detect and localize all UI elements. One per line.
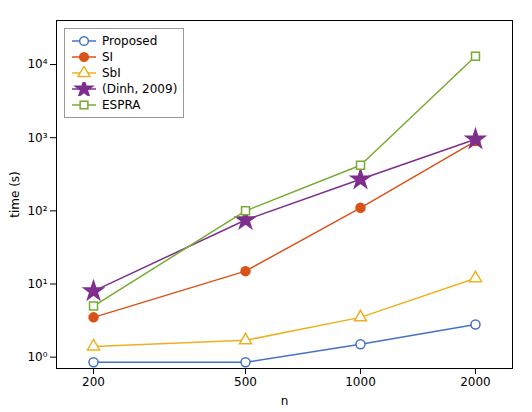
html-text:SbI: SbI: [102, 66, 121, 80]
svg-text:n: n: [281, 394, 289, 408]
html-text:SI: SI: [102, 50, 114, 64]
svg-text:10¹: 10¹: [27, 277, 47, 291]
html-text:Proposed: Proposed: [102, 34, 158, 48]
svg-text:10⁴: 10⁴: [27, 57, 47, 71]
html-text:ESPRA: ESPRA: [102, 98, 141, 112]
svg-text:10²: 10²: [27, 204, 47, 218]
svg-text:1000: 1000: [345, 375, 376, 389]
svg-text:10³: 10³: [27, 131, 47, 145]
html-text:(Dinh, 2009): (Dinh, 2009): [102, 82, 178, 96]
svg-text:200: 200: [82, 375, 105, 389]
svg-text:time (s): time (s): [8, 171, 22, 218]
svg-text:500: 500: [234, 375, 257, 389]
svg-text:2000: 2000: [460, 375, 491, 389]
svg-text:10⁰: 10⁰: [27, 350, 47, 364]
